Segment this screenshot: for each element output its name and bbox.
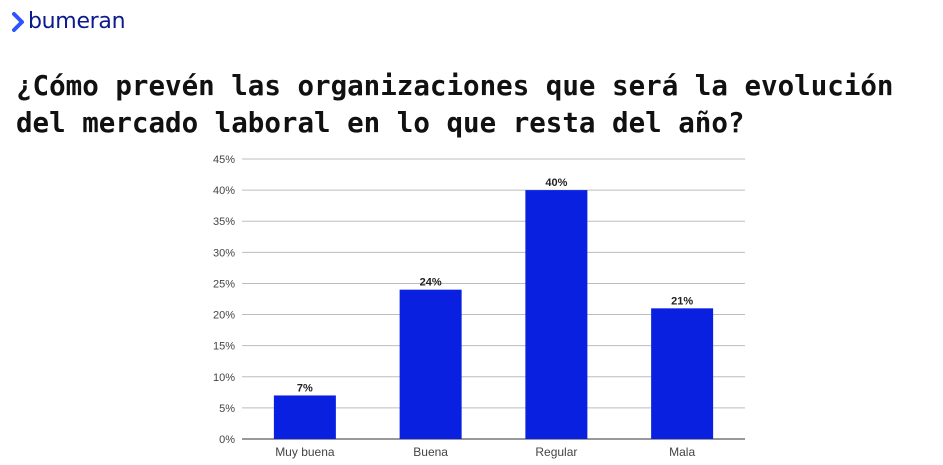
chevron-logo-icon — [12, 12, 24, 32]
chart-canvas: 0% 5% 10% 15% 20% 25% 30% 35% 40% 45% 7% Muy buena 2… — [213, 154, 745, 459]
y-tick-label: 25% — [213, 278, 235, 290]
title-line-2: del mercado laboral en lo que resta del … — [16, 107, 745, 139]
data-label: 40% — [545, 177, 567, 189]
y-tick-label: 10% — [213, 372, 235, 384]
page-title: ¿Cómo prevén las organizaciones que será… — [16, 68, 916, 142]
y-tick-label: 45% — [213, 154, 235, 166]
y-tick-label: 20% — [213, 310, 235, 322]
x-tick-label: Buena — [413, 445, 448, 459]
y-tick-label: 5% — [219, 403, 235, 415]
y-tick-label: 15% — [213, 341, 235, 353]
x-tick-label: Mala — [669, 445, 695, 459]
bar — [399, 289, 462, 439]
data-label: 24% — [420, 277, 442, 289]
x-tick-label: Regular — [535, 445, 577, 459]
title-line-1: ¿Cómo prevén las organizaciones que será… — [16, 70, 894, 102]
bar — [273, 395, 336, 439]
bumeran-logo[interactable]: bumeran — [12, 8, 126, 36]
data-label: 21% — [671, 295, 693, 307]
bar — [525, 190, 588, 439]
x-tick-label: Muy buena — [275, 445, 335, 459]
y-tick-label: 30% — [213, 247, 235, 259]
y-tick-label: 40% — [213, 185, 235, 197]
bar — [651, 308, 714, 439]
y-tick-label: 0% — [219, 434, 235, 446]
y-tick-label: 35% — [213, 216, 235, 228]
brand-name: bumeran — [28, 9, 126, 34]
bar-chart: 0% 5% 10% 15% 20% 25% 30% 35% 40% 45% 7% Muy buena 2… — [180, 150, 770, 465]
data-label: 7% — [297, 382, 313, 394]
